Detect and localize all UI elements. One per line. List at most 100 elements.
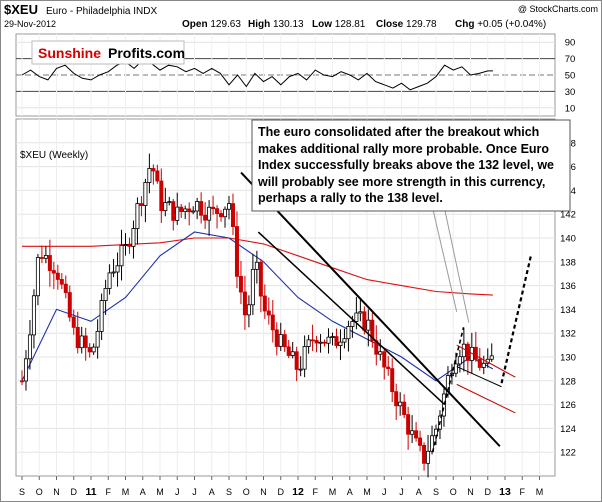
candle-body	[207, 206, 212, 221]
x-tick-label: 11	[85, 486, 96, 498]
trendline-annotation-pointer-1	[428, 192, 458, 312]
candle-body	[223, 208, 228, 218]
candle-body	[107, 272, 112, 289]
candle-body	[362, 311, 367, 331]
candle-body	[195, 201, 200, 212]
candle-body	[51, 270, 56, 274]
candle-body	[402, 401, 407, 415]
candle-body	[418, 437, 423, 446]
candle-body	[310, 339, 315, 342]
x-tick-label: S	[19, 487, 25, 497]
x-tick-label: 12	[292, 486, 304, 498]
candle-body	[171, 201, 176, 221]
candle	[402, 394, 407, 419]
candle	[330, 332, 335, 346]
candle-body	[262, 295, 267, 312]
candle-body	[346, 326, 351, 340]
candle	[87, 343, 92, 358]
candle-body	[477, 358, 482, 368]
candle	[83, 327, 88, 361]
rsi-axis: 90 70 50 30 10	[565, 38, 576, 115]
candle	[481, 355, 486, 375]
x-tick-label: J	[382, 487, 387, 497]
candle-body	[123, 244, 128, 247]
quote-low: Low 128.81	[312, 19, 366, 30]
candle-body	[234, 226, 239, 277]
candle-body	[39, 257, 44, 259]
rsi-tick-label: 30	[565, 87, 576, 98]
candle	[382, 347, 387, 380]
logo-part2: Profits.com	[108, 45, 185, 61]
candle-body	[306, 339, 311, 347]
trendline-annotation-pointer-2	[440, 192, 470, 323]
x-tick-label: 13	[499, 486, 511, 498]
x-tick-label: J	[175, 487, 180, 497]
candle-body	[55, 272, 60, 280]
candle	[270, 300, 275, 343]
x-tick-label: O	[450, 487, 457, 497]
candle-body	[457, 356, 462, 365]
candle-body	[139, 203, 144, 206]
credit-label: @ StockCharts.com	[518, 4, 598, 14]
candle	[370, 312, 375, 348]
candle	[159, 168, 164, 223]
candle	[35, 254, 40, 306]
candle-body	[414, 430, 419, 439]
trendline-rally-up-1	[431, 327, 465, 453]
candle	[290, 342, 295, 359]
candle	[183, 205, 188, 220]
candle-body	[199, 201, 204, 216]
candle-body	[215, 208, 220, 214]
candle	[406, 406, 411, 450]
candle-body	[31, 295, 36, 336]
candle	[274, 322, 279, 356]
candle-body	[453, 363, 458, 374]
moving-averages	[21, 231, 494, 382]
candle	[334, 328, 339, 349]
candle-body	[358, 311, 363, 314]
candle-body	[334, 336, 339, 346]
candle-body	[386, 366, 391, 370]
candle	[187, 202, 192, 226]
candle	[71, 309, 76, 335]
candle-body	[71, 316, 76, 328]
candle-body	[370, 319, 375, 342]
candle-body	[175, 206, 180, 221]
price-tick-label: 124	[560, 424, 576, 435]
quote-close: Close 129.78	[376, 19, 437, 30]
candle	[91, 343, 96, 355]
logo-part1: Sunshine	[38, 45, 101, 61]
candle	[39, 245, 44, 263]
trendline-channel-top	[456, 344, 516, 378]
x-tick-label: N	[260, 487, 267, 497]
x-tick-label: A	[416, 487, 422, 497]
candle	[302, 335, 307, 378]
x-tick-label: J	[399, 487, 404, 497]
candle-body	[298, 368, 303, 371]
x-tick-label: N	[467, 487, 474, 497]
x-tick-label: S	[226, 487, 232, 497]
candle-body	[167, 201, 172, 204]
candle	[59, 273, 64, 290]
candle-body	[242, 291, 247, 316]
candle	[426, 434, 431, 478]
candle-body	[274, 329, 279, 347]
candle-body	[366, 319, 371, 331]
x-tick-label: F	[106, 487, 112, 497]
candle	[95, 319, 100, 359]
candle-body	[95, 331, 100, 348]
candle	[242, 275, 247, 330]
candle-body	[115, 265, 120, 273]
candle-body	[270, 314, 275, 331]
candle	[219, 210, 224, 222]
candle-body	[119, 244, 124, 267]
candle-body	[135, 203, 140, 229]
candle	[195, 197, 200, 220]
candle	[310, 324, 315, 351]
x-tick-label: M	[122, 487, 130, 497]
candle	[386, 355, 391, 376]
candle-body	[147, 168, 152, 183]
candle-body	[35, 257, 40, 297]
candle	[171, 198, 176, 231]
